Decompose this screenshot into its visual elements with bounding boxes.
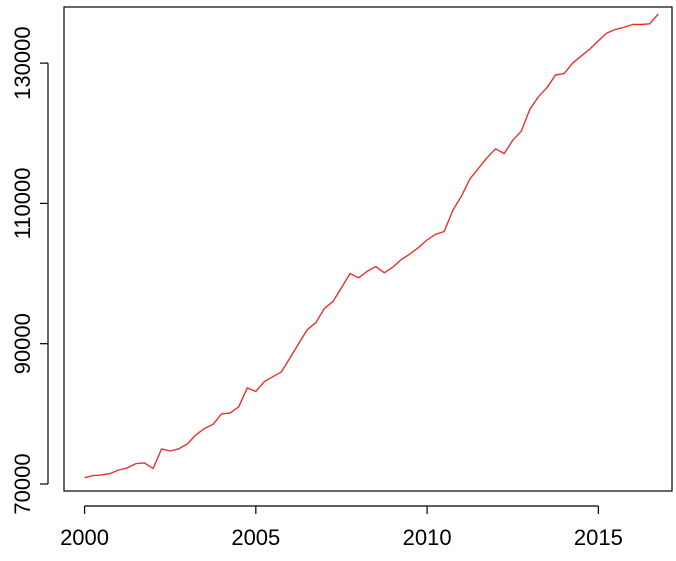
x-tick-label: 2010 <box>403 525 452 550</box>
y-tick-label: 70000 <box>10 453 35 514</box>
y-axis: 70000 90000 110000 130000 <box>10 26 49 515</box>
y-tick-label: 110000 <box>10 168 35 240</box>
plot-frame <box>63 6 673 492</box>
x-tick-label: 2005 <box>231 525 280 550</box>
x-tick-label: 2015 <box>574 525 623 550</box>
y-tick-label: 130000 <box>10 26 35 99</box>
x-tick-label: 2000 <box>60 525 109 550</box>
series-layer <box>84 13 659 479</box>
x-axis: 2000 2005 2010 2015 <box>60 505 623 550</box>
y-tick-label: 90000 <box>10 313 35 374</box>
series-line <box>84 13 659 479</box>
